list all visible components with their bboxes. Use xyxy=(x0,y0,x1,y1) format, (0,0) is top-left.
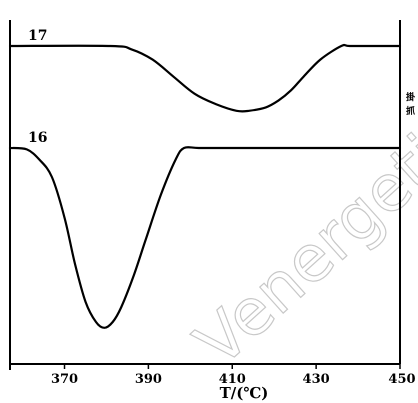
curve-label-17: 17 xyxy=(28,28,47,44)
curve-16 xyxy=(8,146,402,329)
curves xyxy=(8,43,402,329)
x-tick-label-410: 410 xyxy=(219,372,246,387)
x-tick-label-430: 430 xyxy=(303,372,330,387)
side-mark-2: 抓 xyxy=(406,105,415,117)
x-axis-ticks xyxy=(63,364,401,369)
x-tick-label-370: 370 xyxy=(51,372,78,387)
side-mark-1: 掛 xyxy=(406,91,416,103)
curve-label-16: 16 xyxy=(28,130,47,146)
curve-17 xyxy=(8,43,402,113)
x-axis-title: T/(℃) xyxy=(220,384,269,402)
x-tick-label-450: 450 xyxy=(388,372,415,387)
x-axis-tick-labels: 370 390 410 430 450 xyxy=(51,372,416,387)
x-tick-label-390: 390 xyxy=(135,372,162,387)
watermark: Venergetic xyxy=(182,98,418,381)
